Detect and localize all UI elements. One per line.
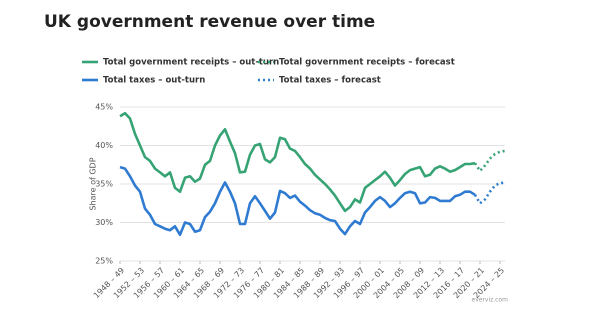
y-tick-label: 40% <box>95 141 113 150</box>
y-tick-label: 30% <box>95 218 113 227</box>
legend-label: Total government receipts – forecast <box>279 58 455 68</box>
series-line <box>473 149 506 173</box>
series-line <box>119 165 476 237</box>
y-axis-label: Share of GDP <box>89 157 98 210</box>
legend-label: Total government receipts – out-turn <box>103 58 279 68</box>
series-line <box>473 181 506 205</box>
y-tick-label: 35% <box>95 180 113 189</box>
chart-title: UK government revenue over time <box>44 12 375 32</box>
legend-label: Total taxes – forecast <box>279 76 381 86</box>
source: everviz.com <box>472 297 509 304</box>
legend-label: Total taxes – out-turn <box>103 76 205 86</box>
series-line <box>119 111 476 213</box>
y-tick-label: 25% <box>95 257 113 266</box>
y-tick-label: 45% <box>95 103 113 112</box>
